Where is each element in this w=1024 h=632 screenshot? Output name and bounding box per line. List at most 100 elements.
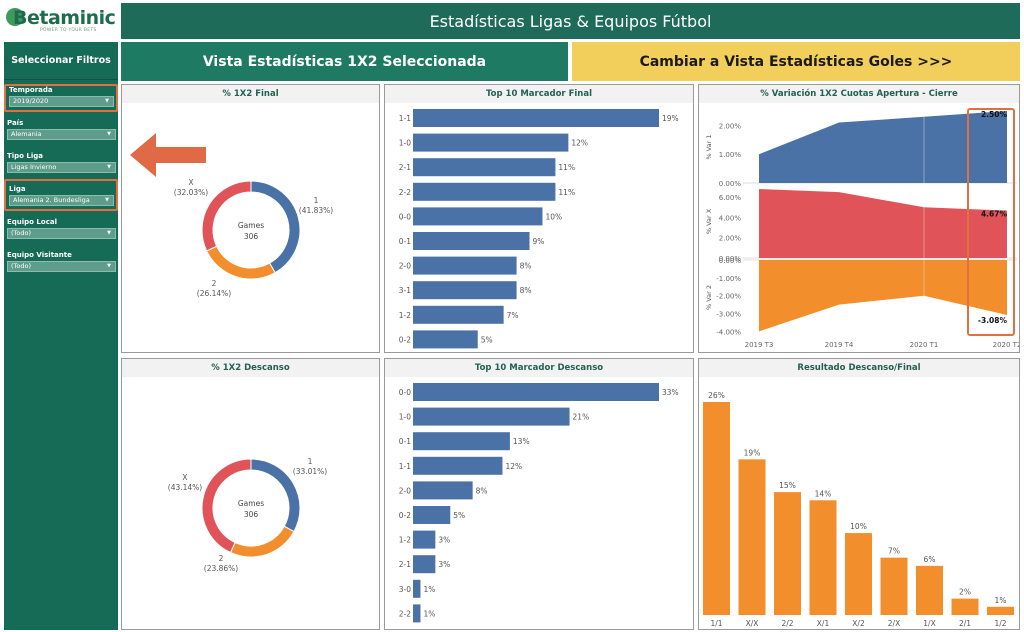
filter-away-team-label: Equipo Visitante xyxy=(7,251,72,259)
column-category-label: X/X xyxy=(746,619,759,628)
logo-tagline: POWER TO YOUR BETS xyxy=(40,28,97,33)
bar-2-2 xyxy=(413,182,556,201)
bar-category-label: 0-0 xyxy=(399,212,411,221)
bar-value-label: 11% xyxy=(558,188,575,197)
switch-view-button[interactable]: Cambiar a Vista Estadísticas Goles >>> xyxy=(572,42,1020,81)
slice-name-label: X xyxy=(188,178,193,187)
bar-0-2 xyxy=(413,506,451,524)
area--var-2 xyxy=(759,260,1007,332)
column-category-label: 2/2 xyxy=(781,619,793,628)
filter-home-team-dropdown[interactable]: (Todo) ▼ xyxy=(7,228,116,239)
column-category-label: 1/2 xyxy=(994,619,1006,628)
filter-league-type-dropdown[interactable]: Ligas Invierno ▼ xyxy=(7,162,116,173)
bar-1-1 xyxy=(413,109,659,127)
series-end-label: 4.67% xyxy=(981,210,1008,219)
filter-home-team: Equipo Local (Todo) ▼ xyxy=(4,218,118,239)
bar-value-label: 3% xyxy=(438,560,450,569)
slice-name-label: 1 xyxy=(308,457,313,466)
y-axis-label: % Var X xyxy=(705,208,713,234)
arrow-left-icon xyxy=(130,133,206,177)
bar-category-label: 0-0 xyxy=(399,388,411,397)
bar-2-1 xyxy=(413,555,436,574)
x-tick-label: 2020 T2 xyxy=(993,341,1019,349)
bar-0-1 xyxy=(413,232,530,250)
column-category-label: 2/X xyxy=(888,619,900,628)
filter-country-label: País xyxy=(7,119,24,127)
bar-value-label: 5% xyxy=(453,511,465,520)
bar-1-2 xyxy=(413,305,504,324)
y-tick-label: 0.00% xyxy=(719,257,742,265)
bar-value-label: 8% xyxy=(520,262,532,271)
y-tick-label: -4.00% xyxy=(716,328,741,336)
half-final-column-chart: 26% 1/1 19% X/X 15% 2/2 14% X/1 10% X/2 7% 2/X 6% 1/X… xyxy=(703,391,1014,628)
bar-value-label: 12% xyxy=(571,139,588,148)
bar-value-label: 13% xyxy=(513,437,530,446)
column-2/X xyxy=(880,557,908,615)
filter-season-dropdown[interactable]: 2019/2020 ▼ xyxy=(9,96,114,107)
sidebar-title: Seleccionar Filtros xyxy=(4,42,118,80)
current-view-button[interactable]: Vista Estadísticas 1X2 Seleccionada xyxy=(121,42,568,81)
bar-category-label: 1-1 xyxy=(399,114,411,123)
bar-3-0 xyxy=(413,579,421,598)
y-tick-label: -3.00% xyxy=(716,311,741,319)
final-top10-bar-chart: 1-1 19% 1-0 12% 2-1 11% 2-2 11% 0-0 10% 0-1 9% 2-0 8%… xyxy=(399,109,679,349)
series-end-label: 2.50% xyxy=(981,110,1008,119)
column-value-label: 15% xyxy=(779,481,796,490)
bar-0-0 xyxy=(413,207,543,226)
x-tick-label: 2019 T3 xyxy=(745,341,774,349)
chevron-down-icon: ▼ xyxy=(107,263,111,269)
y-tick-label: 4.00% xyxy=(719,214,742,222)
panel-half-final: Resultado Descanso/Final 26% 1/1 19% X/X 15%… xyxy=(698,358,1020,630)
slice-name-label: 2 xyxy=(219,554,224,563)
bar-value-label: 10% xyxy=(545,212,562,221)
y-tick-label: 0.00% xyxy=(719,255,742,263)
filter-country-dropdown[interactable]: Alemania ▼ xyxy=(7,129,116,140)
slice-percent-label: (33.01%) xyxy=(293,467,328,476)
column-category-label: 2/1 xyxy=(959,619,971,628)
column-category-label: X/2 xyxy=(852,619,865,628)
area--var-1 xyxy=(759,111,1007,183)
chevron-down-icon: ▼ xyxy=(107,164,111,170)
filter-season-label: Temporada xyxy=(9,86,53,94)
column-value-label: 6% xyxy=(924,555,936,564)
filter-home-team-label: Equipo Local xyxy=(7,218,57,226)
betaminic-logo: Betaminic POWER TO YOUR BETS xyxy=(0,0,118,38)
bar-value-label: 5% xyxy=(481,335,493,344)
final-1x2-donut-chart: 1(41.83%) 2(26.14%) X(32.03%) Games 306 xyxy=(130,133,333,298)
variation-area-chart: 2.00% 1.00% 0.00% % Var 1 2.50% 6.00% 4.00% 2.0… xyxy=(705,108,1019,349)
bar-category-label: 3-0 xyxy=(399,585,411,594)
y-tick-label: 2.00% xyxy=(719,235,742,243)
panel-half-top10-title: Top 10 Marcador Descanso xyxy=(385,359,693,377)
panel-variation-title: % Variación 1X2 Cuotas Apertura - Cierre xyxy=(699,85,1019,103)
column-1/2 xyxy=(987,606,1014,615)
y-axis-label: % Var 2 xyxy=(705,285,713,310)
slice-percent-label: (43.14%) xyxy=(168,483,203,492)
logo-ball-icon xyxy=(6,8,24,26)
slice-percent-label: (26.14%) xyxy=(197,289,232,298)
series-end-label: -3.08% xyxy=(978,316,1008,325)
bar-value-label: 11% xyxy=(558,163,575,172)
column-category-label: 1/1 xyxy=(710,619,722,628)
dashboard-title: Estadísticas Ligas & Equipos Fútbol xyxy=(121,3,1020,39)
bar-category-label: 1-0 xyxy=(399,413,411,422)
donut-center-label: Games xyxy=(238,221,264,230)
filter-league-type: Tipo Liga Ligas Invierno ▼ xyxy=(4,152,118,173)
bar-category-label: 2-1 xyxy=(399,560,411,569)
column-value-label: 14% xyxy=(815,489,832,498)
donut-slice-2 xyxy=(229,525,295,558)
y-tick-label: -1.00% xyxy=(716,275,741,283)
half-top10-bar-chart: 0-0 33% 1-0 21% 0-1 13% 1-1 12% 2-0 8% 0-2 5% 1-2 3% 2… xyxy=(399,383,679,623)
filter-away-team-dropdown[interactable]: (Todo) ▼ xyxy=(7,261,116,272)
column-X/1 xyxy=(809,500,837,615)
bar-category-label: 2-2 xyxy=(399,188,411,197)
bar-2-2 xyxy=(413,604,421,623)
filter-league-dropdown[interactable]: Alemania 2. Bundesliga ▼ xyxy=(9,195,114,206)
bar-2-1 xyxy=(413,158,556,177)
filter-away-team: Equipo Visitante (Todo) ▼ xyxy=(4,251,118,272)
panel-final-top10: Top 10 Marcador Final 1-1 19% 1-0 12% 2-1 11%… xyxy=(384,84,694,353)
donut-center-value: 306 xyxy=(244,510,259,519)
bar-category-label: 1-1 xyxy=(399,462,411,471)
bar-0-0 xyxy=(413,383,659,401)
bar-category-label: 1-2 xyxy=(399,536,411,545)
bar-category-label: 0-2 xyxy=(399,511,411,520)
